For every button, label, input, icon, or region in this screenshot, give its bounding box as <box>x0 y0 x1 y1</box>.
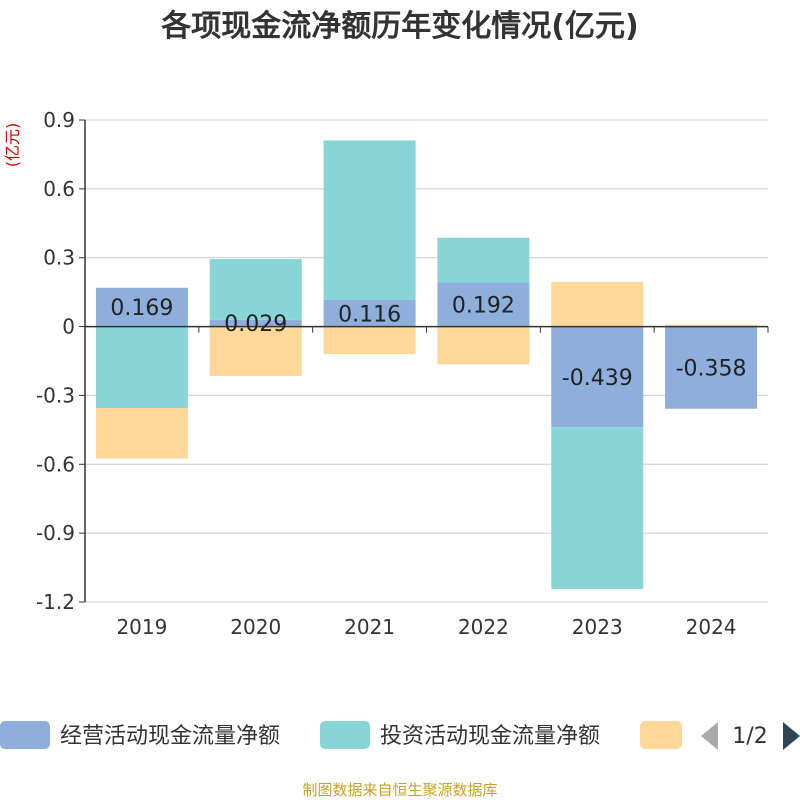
x-tick-label: 2024 <box>686 615 737 639</box>
data-label: -0.358 <box>676 357 747 382</box>
legend-swatch-3 <box>640 721 682 749</box>
data-label: 0.029 <box>224 312 287 337</box>
y-tick-label: -0.6 <box>36 452 75 476</box>
bar-1-2022 <box>437 282 530 327</box>
x-tick-labels: 2019 2020 2021 2022 2023 2024 <box>84 326 769 639</box>
chart-title: 各项现金流净额历年变化情况(亿元) <box>160 9 638 44</box>
legend-label-2: 投资活动现金流量净额 <box>380 724 600 749</box>
bar-2-2022 <box>437 237 530 283</box>
data-label: 0.192 <box>452 294 515 319</box>
data-label: 0.116 <box>338 302 401 327</box>
y-tick-label: 0.3 <box>43 246 75 270</box>
legend-prev-icon[interactable] <box>701 722 718 750</box>
y-tick-label: 0.6 <box>43 177 75 201</box>
bar-3-2024 <box>665 324 758 327</box>
bar-2-2019 <box>95 326 188 409</box>
legend-swatch-1 <box>0 721 50 749</box>
bar-2-2021 <box>323 140 416 300</box>
y-tick-label: 0.9 <box>43 108 75 132</box>
bar-2-2020 <box>209 259 302 320</box>
x-tick-label: 2021 <box>344 615 395 639</box>
x-tick-label: 2023 <box>572 615 623 639</box>
legend-page-indicator: 1/2 <box>732 724 767 749</box>
x-tick-label: 2020 <box>230 615 281 639</box>
bar-1-2019 <box>95 287 188 327</box>
bar-1-2021 <box>323 299 416 327</box>
legend: 经营活动现金流量净额 投资活动现金流量净额 1/2 <box>0 721 800 750</box>
bar-1-2023 <box>551 326 644 428</box>
bar-3-2022 <box>437 326 530 365</box>
x-tick-label: 2022 <box>458 615 509 639</box>
bars <box>95 140 758 590</box>
bar-3-2023 <box>551 281 644 327</box>
bar-1-2020 <box>209 319 302 327</box>
legend-label-1: 经营活动现金流量净额 <box>60 724 280 749</box>
bar-3-2019 <box>95 408 188 459</box>
y-tick-label: -0.9 <box>36 521 75 545</box>
source-footer: 制图数据来自恒生聚源数据库 <box>302 781 497 799</box>
data-label: 0.169 <box>110 296 173 321</box>
data-labels: 0.169 0.029 0.116 0.192 -0.439 -0.358 <box>110 294 746 391</box>
y-tick-label: -1.2 <box>36 590 75 614</box>
y-tick-labels: 0.9 0.6 0.3 0 -0.3 -0.6 -0.9 -1.2 <box>36 108 75 614</box>
bar-3-2021 <box>323 326 416 355</box>
bar-3-2020 <box>209 326 302 376</box>
bar-1-2024 <box>665 326 758 409</box>
bar-2-2023 <box>551 427 644 590</box>
data-label: -0.439 <box>562 366 633 391</box>
y-axis-label: (亿元) <box>3 123 22 168</box>
x-tick-label: 2019 <box>116 615 167 639</box>
y-tick-label: -0.3 <box>36 383 75 407</box>
y-tick-label: 0 <box>62 315 75 339</box>
legend-swatch-2 <box>320 721 370 749</box>
legend-next-icon[interactable] <box>783 722 800 750</box>
